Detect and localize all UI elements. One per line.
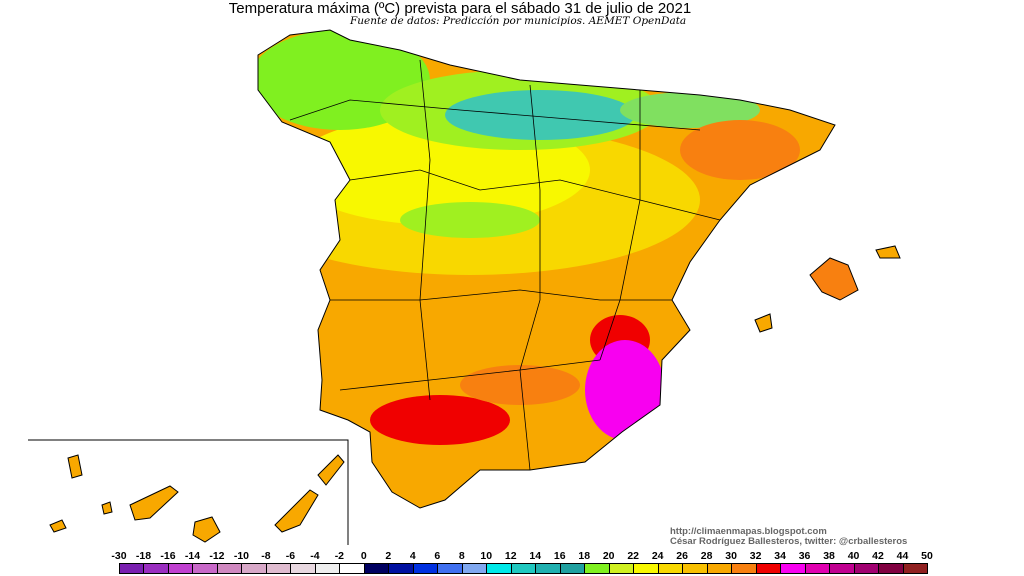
legend-label: -2 — [334, 550, 345, 562]
map-title: Temperatura máxima (ºC) prevista para el… — [228, 0, 692, 17]
legend-label: -4 — [310, 550, 320, 562]
legend-swatch — [829, 563, 855, 574]
legend-swatch — [878, 563, 904, 574]
legend-label: -14 — [184, 550, 201, 562]
legend-swatch — [265, 563, 292, 574]
legend-swatch — [535, 563, 561, 574]
legend-swatch — [216, 563, 243, 574]
legend-swatch — [584, 563, 610, 574]
legend-label: 40 — [847, 550, 860, 562]
legend-label: -6 — [285, 550, 296, 562]
legend-label: 38 — [823, 550, 835, 562]
legend-label: -18 — [135, 550, 152, 562]
temperature-map — [28, 29, 901, 545]
legend-label: -10 — [233, 550, 250, 562]
legend-label: 22 — [627, 550, 640, 562]
legend-swatch — [510, 563, 537, 574]
legend-swatch — [731, 563, 757, 574]
legend-swatch — [167, 563, 194, 574]
credits: http://climaenmapas.blogspot.com César R… — [670, 527, 907, 547]
legend-label: 0 — [360, 550, 367, 562]
legend-label: 2 — [385, 550, 392, 562]
legend-swatch — [682, 563, 708, 574]
legend-swatch — [780, 563, 806, 574]
legend-label: 6 — [434, 550, 441, 562]
legend-label: 16 — [553, 550, 566, 562]
legend-swatch — [608, 563, 635, 574]
legend-swatch — [853, 563, 880, 574]
legend-label: 44 — [896, 550, 909, 562]
map-subtitle: Fuente de datos: Predicción por municipi… — [350, 15, 687, 27]
legend-swatch — [290, 563, 316, 574]
legend-swatch — [437, 563, 463, 574]
legend-label: 18 — [578, 550, 591, 562]
legend-label: -12 — [209, 550, 225, 562]
legend-swatch — [363, 563, 390, 574]
legend-swatch — [559, 563, 586, 574]
legend-label: 30 — [725, 550, 737, 562]
legend-swatch — [143, 563, 169, 574]
legend-swatch — [755, 563, 782, 574]
legend-label: -16 — [160, 550, 176, 562]
credits-url[interactable]: http://climaenmapas.blogspot.com — [670, 526, 827, 537]
credits-author: César Rodríguez Ballesteros, twitter: @c… — [670, 536, 908, 547]
legend-swatch — [657, 563, 684, 574]
canary-inset — [28, 439, 349, 545]
color-legend: -30 -18 -16 -14 -12 -10 -8 -6 -4 -2 0 2 4 6 8 10 12 14 16 1… — [0, 550, 1024, 576]
legend-label: 20 — [602, 550, 615, 562]
legend-label: 4 — [409, 550, 416, 562]
balearic-islands — [754, 245, 901, 333]
legend-swatch — [461, 563, 488, 574]
legend-swatch — [412, 563, 439, 574]
peninsula — [258, 30, 835, 508]
legend-swatch — [192, 563, 218, 574]
legend-swatch — [388, 563, 414, 574]
legend-label: 10 — [480, 550, 493, 562]
legend-swatch — [339, 563, 365, 574]
legend-label: 14 — [529, 550, 542, 562]
legend-label: 32 — [749, 550, 762, 562]
legend-swatch — [119, 563, 145, 574]
legend-swatch — [314, 563, 341, 574]
legend-label: 36 — [798, 550, 811, 562]
legend-swatch — [902, 563, 928, 574]
legend-label: 12 — [504, 550, 517, 562]
legend-label: 8 — [458, 550, 465, 562]
legend-swatch — [633, 563, 659, 574]
legend-label: 24 — [651, 550, 664, 562]
legend-label: -30 — [111, 550, 127, 562]
legend-swatch — [804, 563, 831, 574]
legend-label: 42 — [872, 550, 884, 562]
legend-swatch — [706, 563, 733, 574]
legend-label: -8 — [261, 550, 271, 562]
province-borders — [289, 59, 721, 471]
legend-swatch — [241, 563, 267, 574]
legend-label: 28 — [700, 550, 713, 562]
legend-label: 26 — [676, 550, 688, 562]
legend-swatch — [486, 563, 512, 574]
legend-label: 50 — [921, 550, 933, 562]
legend-label: 34 — [774, 550, 786, 562]
